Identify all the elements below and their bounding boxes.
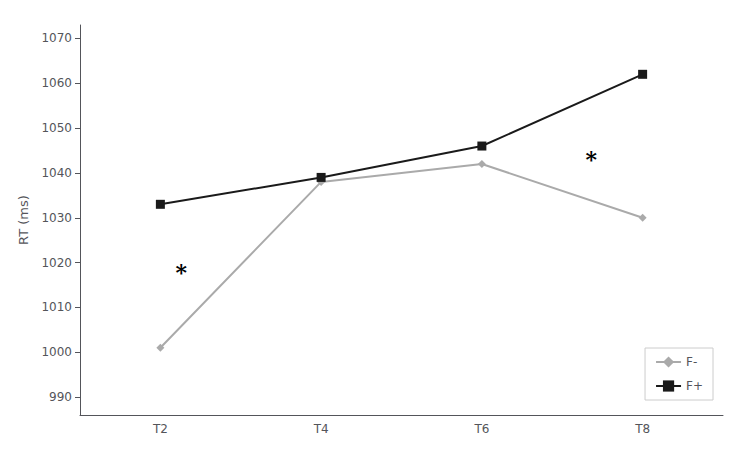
svg-text:T4: T4 bbox=[313, 422, 329, 436]
svg-text:1070: 1070 bbox=[41, 31, 72, 45]
svg-text:1050: 1050 bbox=[41, 121, 72, 135]
svg-text:F-: F- bbox=[686, 355, 697, 369]
svg-text:T6: T6 bbox=[473, 422, 489, 436]
svg-text:*: * bbox=[585, 146, 597, 172]
svg-text:1000: 1000 bbox=[41, 345, 72, 359]
svg-text:T2: T2 bbox=[152, 422, 168, 436]
svg-text:990: 990 bbox=[49, 390, 72, 404]
svg-text:1020: 1020 bbox=[41, 256, 72, 270]
svg-text:1040: 1040 bbox=[41, 166, 72, 180]
svg-text:RT (ms): RT (ms) bbox=[16, 195, 31, 245]
svg-text:F+: F+ bbox=[686, 379, 703, 393]
svg-text:*: * bbox=[176, 259, 188, 285]
svg-text:1010: 1010 bbox=[41, 300, 72, 314]
svg-text:T8: T8 bbox=[634, 422, 650, 436]
svg-text:1060: 1060 bbox=[41, 76, 72, 90]
svg-text:1030: 1030 bbox=[41, 211, 72, 225]
